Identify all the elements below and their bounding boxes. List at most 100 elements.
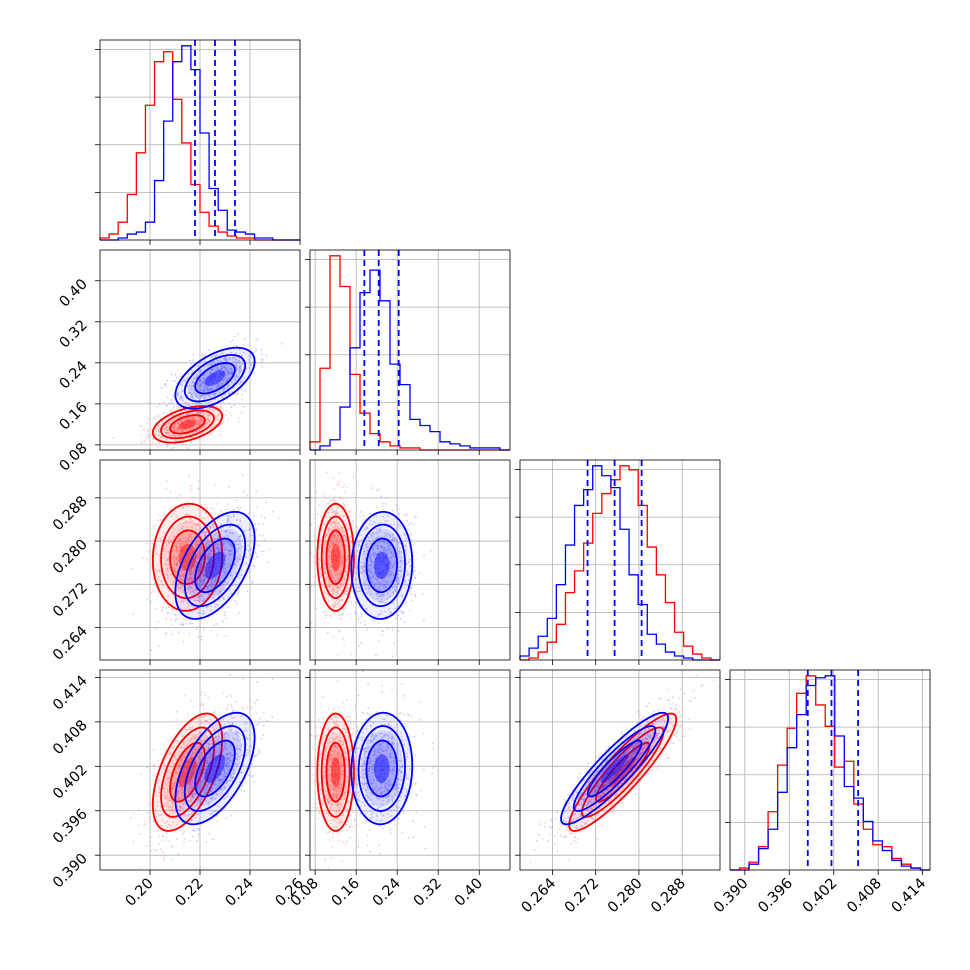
- scatter-point: [347, 510, 350, 512]
- scatter-point: [209, 364, 212, 367]
- scatter-point: [233, 386, 235, 389]
- scatter-point: [330, 529, 333, 532]
- scatter-point: [240, 412, 243, 415]
- scatter-point: [237, 543, 240, 546]
- scatter-point: [238, 509, 240, 512]
- scatter-point: [194, 599, 197, 602]
- scatter-point: [171, 623, 174, 626]
- scatter-point: [189, 552, 192, 555]
- scatter-point: [389, 565, 392, 567]
- scatter-point: [201, 612, 204, 615]
- scatter-point: [179, 423, 182, 426]
- scatter-point: [329, 605, 332, 608]
- scatter-point: [381, 634, 384, 636]
- scatter-point: [179, 538, 182, 541]
- scatter-point: [190, 424, 192, 427]
- scatter-point: [253, 515, 256, 518]
- hist-frame-2: [519, 459, 721, 661]
- scatter-point: [181, 439, 184, 441]
- scatter-point: [223, 542, 226, 544]
- scatter-point: [249, 773, 252, 776]
- scatter-point: [215, 392, 218, 395]
- scatter-point: [225, 371, 227, 374]
- scatter-point: [336, 589, 339, 592]
- scatter-point: [222, 366, 225, 369]
- scatter-point: [206, 364, 209, 367]
- scatter-point: [209, 585, 212, 588]
- scatter-point: [334, 536, 336, 539]
- scatter-point: [347, 527, 350, 529]
- scatter-point: [394, 537, 397, 539]
- scatter-point: [185, 607, 188, 609]
- scatter-point: [151, 543, 154, 545]
- scatter-point: [206, 386, 208, 389]
- scatter-point: [173, 570, 176, 573]
- scatter-point: [209, 556, 211, 558]
- scatter-point: [375, 654, 377, 657]
- scatter-point: [149, 532, 152, 535]
- scatter-point: [169, 402, 171, 404]
- scatter-point: [401, 562, 404, 565]
- scatter-point: [166, 739, 169, 742]
- scatter-point: [189, 786, 191, 789]
- scatter-point: [182, 573, 185, 576]
- scatter-point: [343, 514, 346, 517]
- scatter-point: [235, 374, 238, 376]
- scatter-point: [208, 563, 211, 565]
- scatter-point: [216, 359, 219, 362]
- scatter-point: [219, 433, 222, 436]
- scatter-point: [140, 773, 142, 775]
- scatter-point: [199, 619, 202, 622]
- scatter-point: [386, 533, 389, 535]
- scatter-point: [328, 588, 330, 591]
- scatter-point: [340, 571, 343, 574]
- scatter-point: [240, 387, 243, 390]
- scatter-point: [389, 561, 392, 564]
- scatter-point: [164, 383, 167, 385]
- scatter-point: [197, 612, 200, 615]
- scatter-point: [338, 618, 341, 621]
- scatter-point: [191, 395, 194, 398]
- scatter-point: [384, 520, 387, 523]
- scatter-point: [190, 547, 192, 550]
- scatter-point: [167, 497, 170, 500]
- scatter-point: [149, 769, 152, 772]
- scatter-point: [331, 508, 333, 511]
- scatter-point: [207, 557, 210, 560]
- scatter-point: [165, 573, 168, 576]
- scatter-point: [331, 588, 334, 591]
- scatter-point: [222, 718, 225, 721]
- scatter-point: [406, 513, 408, 516]
- density-fill-blue-1: [187, 357, 243, 400]
- scatter-point: [338, 586, 340, 588]
- scatter-point: [345, 500, 348, 503]
- scatter-point: [181, 622, 184, 624]
- scatter-point: [360, 572, 363, 575]
- scatter-point: [369, 593, 372, 596]
- scatter-point: [188, 585, 191, 588]
- scatter-point: [150, 836, 153, 839]
- hist-red-3: [730, 675, 930, 871]
- scatter-point: [333, 605, 336, 608]
- scatter-point: [201, 411, 204, 414]
- density-fill-blue-1: [187, 528, 243, 602]
- scatter-point: [217, 550, 220, 553]
- scatter-point: [238, 383, 241, 386]
- density-fill-blue-2: [195, 362, 235, 394]
- scatter-point: [382, 558, 385, 561]
- scatter-point: [170, 618, 173, 621]
- scatter-point: [207, 593, 210, 596]
- scatter-point: [389, 544, 392, 547]
- scatter-point: [319, 547, 321, 549]
- scatter-point: [148, 803, 151, 806]
- scatter-point: [194, 563, 196, 566]
- scatter-point: [157, 424, 160, 427]
- scatter-point: [371, 532, 374, 535]
- scatter-point: [203, 425, 205, 428]
- scatter-point: [328, 528, 330, 530]
- scatter-point: [192, 594, 195, 596]
- scatter-point: [381, 502, 384, 505]
- scatter-point: [227, 418, 229, 421]
- scatter-point: [204, 577, 207, 580]
- scatter-point: [224, 548, 226, 551]
